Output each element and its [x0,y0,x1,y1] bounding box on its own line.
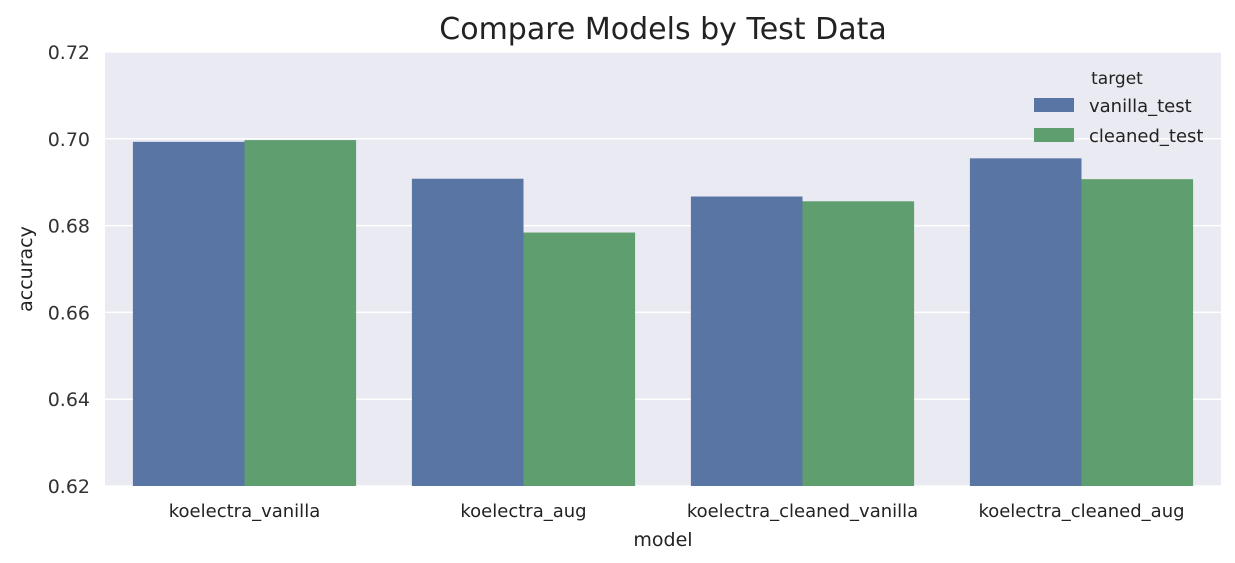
y-tick-label: 0.72 [48,42,90,64]
x-tick-label: koelectra_vanilla [169,501,320,522]
bar-cleaned_test-koelectra_aug [523,232,636,486]
x-axis-label: model [633,529,692,551]
x-tick-label: koelectra_cleaned_vanilla [687,501,918,522]
legend-title: target [1091,69,1143,89]
x-tick-label: koelectra_cleaned_aug [978,501,1184,522]
chart-title: Compare Models by Test Data [439,12,886,47]
y-tick-label: 0.70 [48,129,90,151]
legend-label: vanilla_test [1089,96,1192,117]
legend-swatch-cleaned_test [1034,128,1074,142]
bar-vanilla_test-koelectra_cleaned_aug [969,158,1082,486]
bar-vanilla_test-koelectra_aug [411,178,524,486]
bar-cleaned_test-koelectra_vanilla [244,140,357,487]
y-tick-label: 0.62 [48,476,90,498]
y-axis-label: accuracy [15,226,37,312]
legend-swatch-vanilla_test [1034,98,1074,112]
y-tick-label: 0.66 [48,302,90,324]
y-axis-ticks: 0.62 0.64 0.66 0.68 0.70 0.72 [48,42,90,498]
x-tick-label: koelectra_aug [460,501,586,522]
bar-vanilla_test-koelectra_cleaned_vanilla [690,196,803,486]
x-axis-ticks: koelectra_vanilla koelectra_aug koelectra_… [169,501,1185,522]
y-tick-label: 0.68 [48,216,90,238]
bar-vanilla_test-koelectra_vanilla [132,141,245,486]
y-tick-label: 0.64 [48,389,90,411]
bar-cleaned_test-koelectra_cleaned_vanilla [802,201,915,486]
bar-cleaned_test-koelectra_cleaned_aug [1081,179,1194,487]
legend: target vanilla_test cleaned_test [1034,69,1203,147]
bars [132,140,1194,487]
legend-label: cleaned_test [1089,126,1203,147]
